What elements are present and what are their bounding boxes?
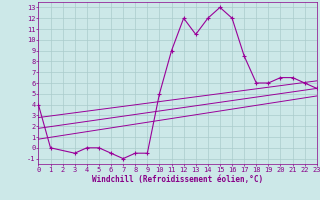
X-axis label: Windchill (Refroidissement éolien,°C): Windchill (Refroidissement éolien,°C) [92, 175, 263, 184]
